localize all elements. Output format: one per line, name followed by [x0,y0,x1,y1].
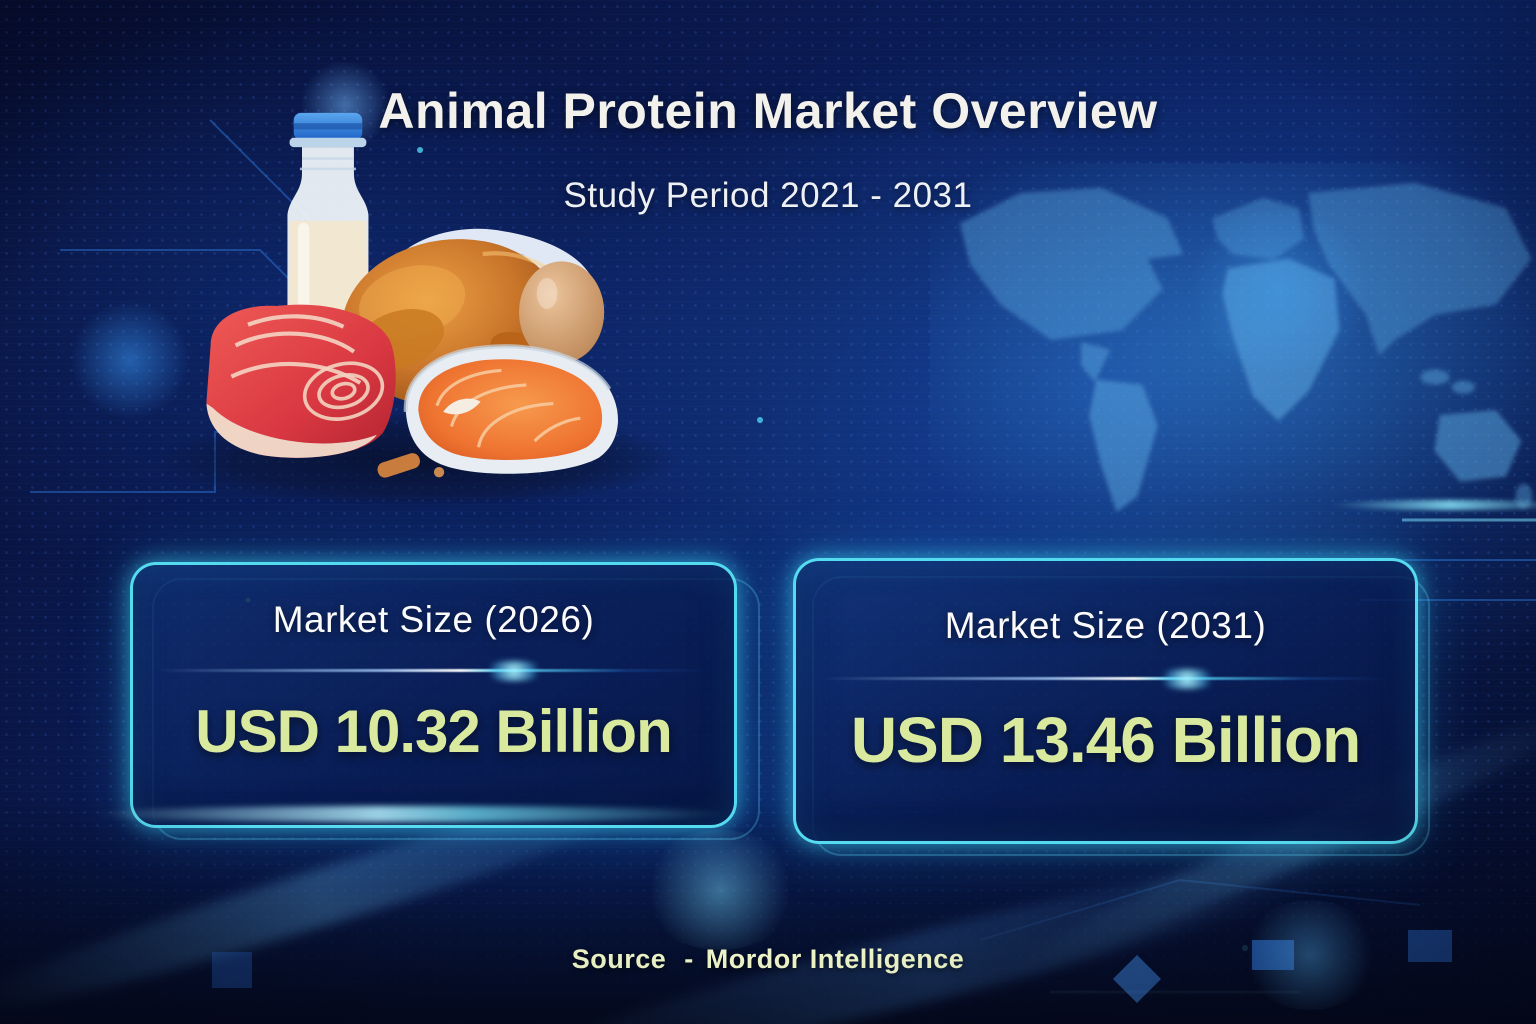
raw-beef-cut [206,304,396,458]
glow-spot [640,830,800,950]
source-name: Mordor Intelligence [705,944,965,974]
divider-glow [1155,669,1220,689]
card-bottom-light-streak [90,806,730,822]
market-size-value-2026: USD 10.32 Billion [195,698,672,765]
source-label: Source [571,944,667,974]
source-dash: - [684,944,694,974]
market-size-card-2026: Market Size (2026) USD 10.32 Billion [130,562,737,828]
salmon-steak [403,344,618,474]
page-title: Animal Protein Market Overview [378,83,1158,139]
market-size-card-2031: Market Size (2031) USD 13.46 Billion [793,558,1418,844]
glow-spot [1180,210,1380,370]
card-divider-streak [157,669,710,672]
divider-glow [481,661,546,681]
study-period-subtitle: Study Period 2021 - 2031 [563,176,973,215]
market-size-value-2031: USD 13.46 Billion [850,704,1361,776]
card-label: Market Size (2031) [944,605,1267,646]
card-divider-streak [820,677,1391,680]
card-label: Market Size (2026) [272,599,595,640]
animal-protein-foods-illustration [140,96,681,516]
source-attribution: Source - Mordor Intelligence [0,944,1536,975]
